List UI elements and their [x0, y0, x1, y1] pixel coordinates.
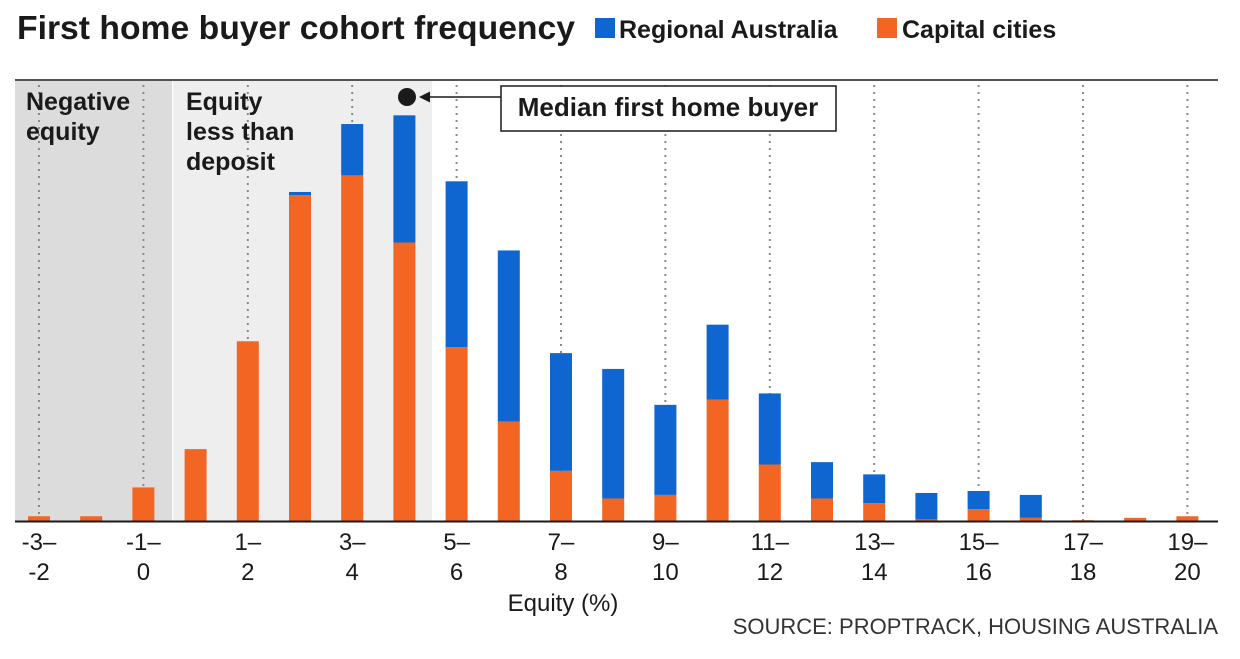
bar-capital-2 [132, 487, 155, 521]
region-label-0-line-0: Negative [26, 88, 130, 116]
median-label-box [500, 85, 837, 132]
region-label-1-line-2: deposit [186, 148, 276, 176]
bar-capital-12 [654, 494, 677, 521]
x-axis-title: Equity (%) [508, 590, 619, 617]
bar-capital-18 [967, 509, 990, 521]
tick-label-bottom-7: 12 [756, 559, 783, 586]
tick-label-bottom-1: 0 [137, 559, 150, 586]
bar-regional-11 [602, 368, 625, 499]
median-arrow-head [419, 91, 430, 103]
bar-regional-7 [393, 115, 416, 243]
tick-label-bottom-5: 8 [554, 559, 567, 586]
source-note: SOURCE: PROPTRACK, HOUSING AUSTRALIA [733, 614, 1219, 639]
bar-capital-17 [915, 519, 938, 521]
region-label-1-line-1: less than [186, 118, 294, 146]
bar-regional-6 [341, 124, 364, 176]
tick-label-top-4: 5– [443, 529, 470, 556]
bar-regional-19 [1019, 494, 1042, 518]
bar-capital-15 [811, 498, 833, 521]
bar-regional-18 [967, 490, 990, 510]
bar-capital-3 [184, 449, 207, 521]
region-shade-0 [15, 81, 172, 521]
bar-capital-11 [602, 498, 625, 521]
legend-swatch-capital [877, 18, 897, 38]
bar-regional-16 [863, 474, 886, 504]
median-label-text: Median first home buyer [518, 92, 819, 122]
bar-regional-8 [445, 181, 468, 348]
tick-label-top-0: -3– [22, 529, 57, 556]
bar-regional-9 [497, 250, 520, 422]
tick-label-bottom-11: 20 [1174, 559, 1201, 586]
chart-title: First home buyer cohort frequency [17, 9, 576, 46]
tick-labels-layer: -3– -2 -1– 0 1– 2 3– 4 5– 6 7– 8 9– 10 11– 12 13– 14 15– 16… [22, 529, 1208, 586]
bar-capital-21 [1124, 517, 1147, 521]
tick-label-bottom-10: 18 [1070, 559, 1097, 586]
legend-label-capital: Capital cities [902, 16, 1056, 44]
tick-label-top-10: 17– [1063, 529, 1104, 556]
bar-capital-0 [28, 516, 50, 521]
bar-capital-13 [706, 399, 729, 521]
tick-label-top-2: 1– [234, 529, 261, 556]
tick-label-bottom-3: 4 [346, 559, 359, 586]
bar-regional-17 [915, 492, 938, 520]
bar-capital-19 [1019, 517, 1042, 521]
bar-capital-6 [341, 175, 364, 521]
bar-capital-16 [863, 503, 886, 521]
tick-label-top-11: 19– [1167, 529, 1208, 556]
tick-label-bottom-9: 16 [965, 559, 992, 586]
bar-regional-12 [654, 404, 677, 495]
regions-layer [15, 81, 432, 521]
median-marker-dot [398, 88, 416, 106]
bar-regional-10 [550, 353, 572, 471]
bar-regional-15 [811, 462, 833, 499]
tick-label-bottom-4: 6 [450, 559, 463, 586]
tick-label-top-5: 7– [548, 529, 575, 556]
bar-regional-5 [289, 191, 311, 196]
bar-capital-22 [1176, 516, 1199, 521]
tick-label-top-8: 13– [854, 529, 895, 556]
bar-capital-7 [393, 242, 416, 521]
bar-capital-10 [550, 470, 572, 521]
bar-capital-9 [497, 421, 520, 521]
tick-label-bottom-0: -2 [28, 559, 49, 586]
bar-regional-13 [706, 324, 729, 400]
tick-label-top-3: 3– [339, 529, 366, 556]
header-layer: First home buyer cohort frequency Region… [17, 9, 1056, 46]
annotation-layer: Median first home buyer [398, 85, 837, 132]
bar-regional-14 [758, 393, 781, 465]
bars-layer [28, 115, 1199, 521]
region-label-1-line-0: Equity [186, 88, 262, 116]
bar-capital-14 [758, 464, 781, 521]
bar-capital-1 [80, 516, 103, 521]
tick-label-top-9: 15– [959, 529, 1000, 556]
tick-label-bottom-2: 2 [241, 559, 254, 586]
legend-swatch-regional [595, 18, 615, 38]
bar-capital-8 [445, 347, 468, 521]
bar-capital-4 [236, 341, 259, 521]
footer-layer: Equity (%) SOURCE: PROPTRACK, HOUSING AU… [508, 590, 1219, 639]
tick-label-top-6: 9– [652, 529, 679, 556]
tick-label-top-1: -1– [126, 529, 161, 556]
tick-label-bottom-8: 14 [861, 559, 888, 586]
axes-layer [15, 79, 1218, 523]
region-label-0-line-1: equity [26, 118, 100, 146]
legend-label-regional: Regional Australia [619, 16, 839, 44]
tick-label-bottom-6: 10 [652, 559, 679, 586]
bar-capital-5 [289, 195, 311, 521]
tick-label-top-7: 11– [751, 529, 790, 556]
